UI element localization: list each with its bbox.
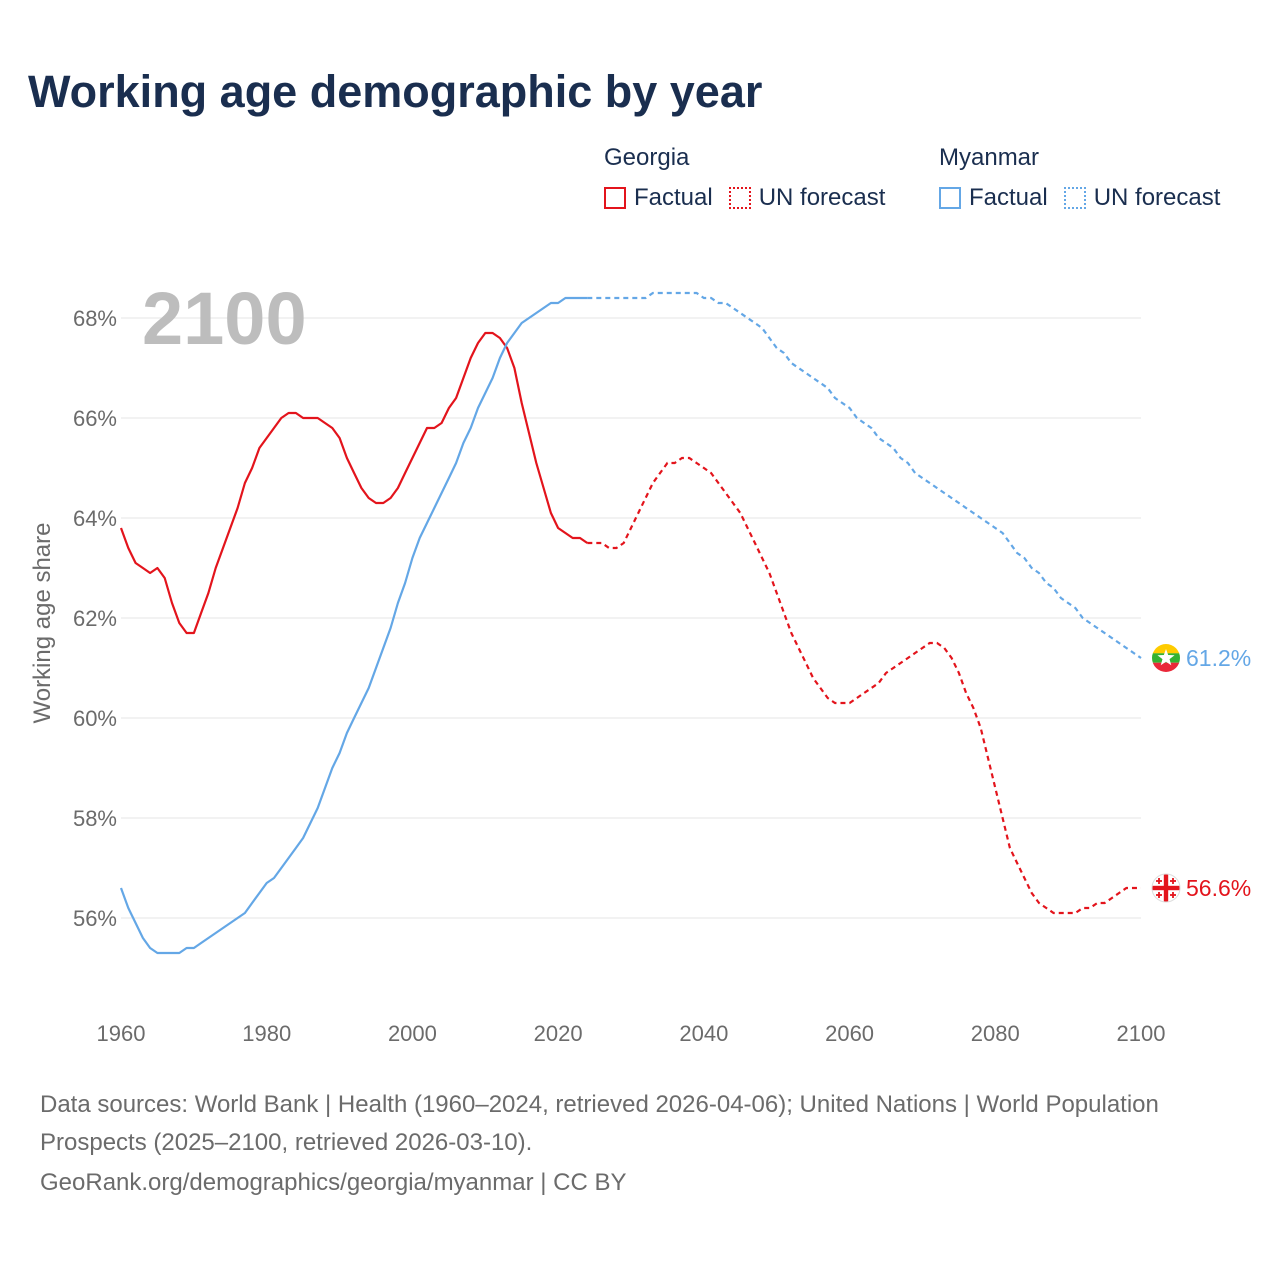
y-tick-label: 62% <box>73 606 117 631</box>
y-tick-label: 56% <box>73 906 117 931</box>
legend-item-label: UN forecast <box>758 184 886 211</box>
legend-group-myanmar: Myanmar Factual UN forecast <box>939 144 1236 212</box>
x-tick-label: 1980 <box>242 1021 291 1046</box>
legend-country-label: Myanmar <box>939 144 1040 171</box>
georgia-flag-icon <box>1151 873 1181 903</box>
x-tick-label: 1960 <box>97 1021 146 1046</box>
y-tick-label: 66% <box>73 406 117 431</box>
x-axis-ticks: 1960 1980 2000 2020 2040 2060 2080 2100 <box>97 1021 1166 1046</box>
legend-swatch-solid <box>939 187 961 209</box>
legend-item-label: Factual <box>969 184 1048 211</box>
footer-link[interactable]: GeoRank.org/demographics/georgia/myanmar… <box>40 1169 627 1196</box>
x-tick-label: 2040 <box>679 1021 728 1046</box>
legend-item-myanmar-forecast[interactable]: UN forecast <box>1063 184 1221 212</box>
x-tick-label: 2060 <box>825 1021 874 1046</box>
legend-item-georgia-forecast[interactable]: UN forecast <box>728 184 886 212</box>
legend-group-georgia: Georgia Factual UN forecast <box>604 144 901 212</box>
year-overlay: 2100 <box>142 277 307 360</box>
myanmar-end-value-label: 61.2% <box>1186 645 1251 671</box>
y-axis-label: Working age share <box>29 523 56 724</box>
legend-item-georgia-factual[interactable]: Factual <box>604 184 713 212</box>
y-axis-ticks: 56% 58% 60% 62% 64% 66% 68% <box>73 306 117 931</box>
x-tick-label: 2020 <box>534 1021 583 1046</box>
x-tick-label: 2100 <box>1117 1021 1166 1046</box>
y-tick-label: 60% <box>73 706 117 731</box>
georgia-factual-line <box>119 331 588 635</box>
footer-sources: Data sources: World Bank | Health (1960–… <box>40 1091 1159 1156</box>
myanmar-forecast-line <box>587 291 1142 659</box>
y-tick-label: 64% <box>73 506 117 531</box>
x-tick-label: 2080 <box>971 1021 1020 1046</box>
georgia-forecast-line <box>587 456 1141 915</box>
myanmar-factual-line <box>119 296 588 955</box>
line-chart: 2100 56% 58% 60% 62% 64% 66% 68% 1960 1980 2000 2… <box>29 277 1251 1046</box>
y-tick-label: 58% <box>73 806 117 831</box>
myanmar-flag-icon <box>1152 644 1180 672</box>
end-markers: 56.6% 61.2% <box>1151 644 1251 903</box>
legend-item-label: Factual <box>634 184 713 211</box>
y-tick-label: 68% <box>73 306 117 331</box>
legend-item-myanmar-factual[interactable]: Factual <box>939 184 1048 212</box>
gridlines <box>121 317 1141 919</box>
legend-item-label: UN forecast <box>1093 184 1221 211</box>
chart-title: Working age demographic by year <box>28 66 763 117</box>
series-lines <box>119 291 1142 955</box>
legend-swatch-dotted <box>728 187 751 209</box>
x-tick-label: 2000 <box>388 1021 437 1046</box>
legend-swatch-solid <box>604 187 626 209</box>
legend-swatch-dotted <box>1063 187 1086 209</box>
georgia-end-value-label: 56.6% <box>1186 875 1251 901</box>
legend-country-label: Georgia <box>604 144 690 171</box>
